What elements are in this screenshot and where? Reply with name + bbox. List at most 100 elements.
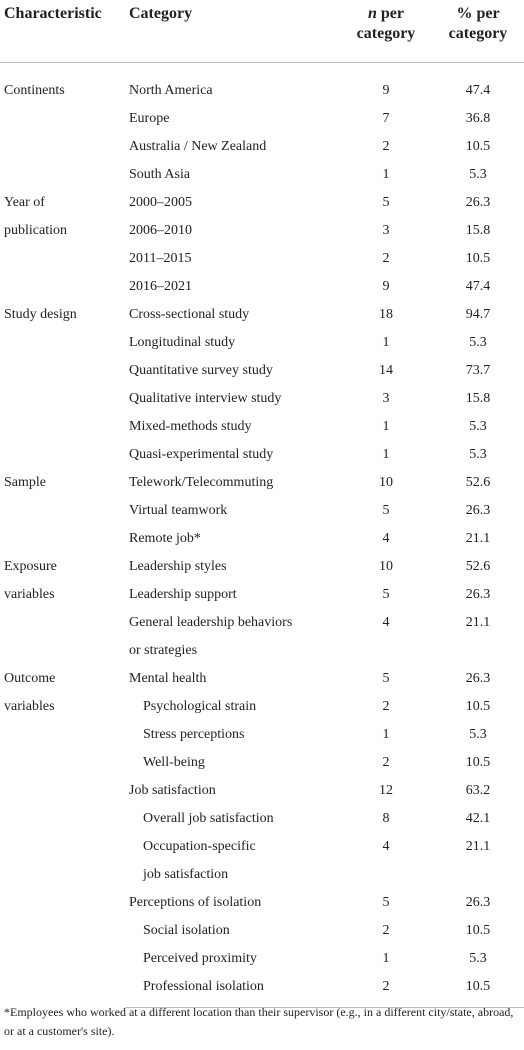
pct-cell: 26.3 xyxy=(465,895,491,910)
pct-cell: 73.7 xyxy=(465,363,491,378)
pct-cell: 5.3 xyxy=(469,419,487,434)
table-row: Perceived proximity 1 5.3 xyxy=(0,945,524,973)
characteristic-cell: Continents xyxy=(4,83,65,98)
category-cell: South Asia xyxy=(129,167,191,182)
n-cell: 4 xyxy=(382,531,390,546)
text-line: publication xyxy=(4,223,67,238)
category-cell: Quantitative survey study xyxy=(129,363,273,378)
table-row: Year of publication 2000–2005 5 26.3 xyxy=(0,189,524,238)
table-row: Quasi-experimental study 1 5.3 xyxy=(0,441,524,469)
n-cell: 1 xyxy=(382,951,390,966)
characteristic-cell: Study design xyxy=(4,307,77,322)
category-cell: Leadership support xyxy=(129,587,237,602)
table-row: Job satisfaction 12 63.2 xyxy=(0,777,524,805)
n-cell: 5 xyxy=(382,895,390,910)
n-cell: 9 xyxy=(382,279,390,294)
pct-cell: 10.5 xyxy=(465,755,491,770)
n-cell: 4 xyxy=(382,615,390,630)
category-cell: Job satisfaction xyxy=(129,783,216,798)
table-row: Outcome variables Mental health 5 26.3 xyxy=(0,665,524,714)
footnote: *Employees who worked at a different loc… xyxy=(4,1005,514,1038)
pct-cell: 15.8 xyxy=(465,391,491,406)
category-cell: General leadership behaviors or strategie… xyxy=(125,609,340,665)
characteristic-cell: Exposure variables xyxy=(0,553,125,665)
n-cell: 10 xyxy=(379,475,393,490)
category-cell: Professional isolation xyxy=(125,973,340,1008)
pct-cell: 52.6 xyxy=(465,559,491,574)
n-cell: 7 xyxy=(382,111,390,126)
table-row: Exposure variables Leadership styles 10 52.6 xyxy=(0,553,524,602)
pct-cell: 47.4 xyxy=(465,279,491,294)
table-row: Well-being 2 10.5 xyxy=(0,749,524,777)
n-cell: 4 xyxy=(382,839,390,854)
pct-cell: 10.5 xyxy=(432,973,524,1008)
pct-cell: 5.3 xyxy=(469,951,487,966)
pct-cell: 21.1 xyxy=(465,615,491,630)
text-line: General leadership behaviors xyxy=(129,615,293,630)
header-cell: Characteristic xyxy=(0,0,125,63)
pct-cell: 21.1 xyxy=(465,839,491,854)
pct-cell: 10.5 xyxy=(465,699,491,714)
pct-cell: 21.1 xyxy=(465,531,491,546)
pct-cell: 63.2 xyxy=(465,783,491,798)
category-cell: Perceived proximity xyxy=(143,951,257,966)
table-row: Sample Telework/Telecommuting 10 52.6 xyxy=(0,469,524,497)
table-row: Leadership support 5 26.3 xyxy=(0,581,524,609)
category-cell: Psychological strain xyxy=(143,699,257,714)
text-line: variables xyxy=(4,587,55,602)
pct-cell: 52.6 xyxy=(465,475,491,490)
n-cell: 5 xyxy=(382,195,390,210)
category-cell: Telework/Telecommuting xyxy=(129,475,274,490)
header-text: per category xyxy=(356,5,416,42)
text-line: or strategies xyxy=(129,643,198,658)
category-cell: Stress perceptions xyxy=(143,727,245,742)
table-row: Stress perceptions 1 5.3 xyxy=(0,721,524,749)
n-cell: 14 xyxy=(379,363,393,378)
pct-cell: 26.3 xyxy=(465,503,491,518)
category-cell: 2011–2015 xyxy=(129,251,192,266)
table-body: Continents North America 9 47.4 Europe 7 36.8 A… xyxy=(0,63,524,1008)
header-cell: n per category xyxy=(340,0,432,63)
table-row: Psychological strain 2 10.5 xyxy=(0,693,524,721)
n-cell: 5 xyxy=(382,587,390,602)
text-line: Occupation-specific xyxy=(143,839,256,854)
category-cell: Virtual teamwork xyxy=(129,503,228,518)
pct-cell: 5.3 xyxy=(469,727,487,742)
pct-cell: 42.1 xyxy=(465,811,491,826)
header-cell: Category xyxy=(125,0,340,63)
table-row: Perceptions of isolation 5 26.3 xyxy=(0,889,524,917)
n-cell: 1 xyxy=(382,167,390,182)
table-row: Virtual teamwork 5 26.3 xyxy=(0,497,524,525)
category-cell: Leadership styles xyxy=(129,559,227,574)
category-cell: Remote job* xyxy=(129,531,201,546)
characteristic-cell: Outcome variables xyxy=(0,665,125,1008)
n-cell: 8 xyxy=(382,811,390,826)
table-row: Social isolation 2 10.5 xyxy=(0,917,524,945)
characteristic-cell: Year of publication xyxy=(0,189,125,301)
n-cell: 18 xyxy=(379,307,393,322)
category-cell: North America xyxy=(129,83,213,98)
table-row: Qualitative interview study 3 15.8 xyxy=(0,385,524,413)
text-line: variables xyxy=(4,699,55,714)
n-cell: 10 xyxy=(379,559,393,574)
category-cell: Well-being xyxy=(143,755,205,770)
pct-cell: 15.8 xyxy=(465,223,491,238)
pct-cell: 5.3 xyxy=(469,167,487,182)
table-row: General leadership behaviors or strategie… xyxy=(0,609,524,665)
pct-cell: 47.4 xyxy=(465,83,491,98)
category-cell: Occupation-specific job satisfaction xyxy=(125,833,340,889)
category-cell: Mental health xyxy=(129,671,207,686)
category-cell: Australia / New Zealand xyxy=(129,139,267,154)
category-cell: Social isolation xyxy=(143,923,230,938)
category-cell: Mixed-methods study xyxy=(129,419,252,434)
category-cell: Perceptions of isolation xyxy=(129,895,262,910)
n-cell: 2 xyxy=(382,139,390,154)
pct-cell: 94.7 xyxy=(465,307,491,322)
table-row: Europe 7 36.8 xyxy=(0,105,524,133)
header-cell: % per category xyxy=(432,0,524,63)
n-cell: 9 xyxy=(382,83,390,98)
table-row: Overall job satisfaction 8 42.1 xyxy=(0,805,524,833)
pct-cell: 10.5 xyxy=(465,251,491,266)
n-cell: 2 xyxy=(340,973,432,1008)
